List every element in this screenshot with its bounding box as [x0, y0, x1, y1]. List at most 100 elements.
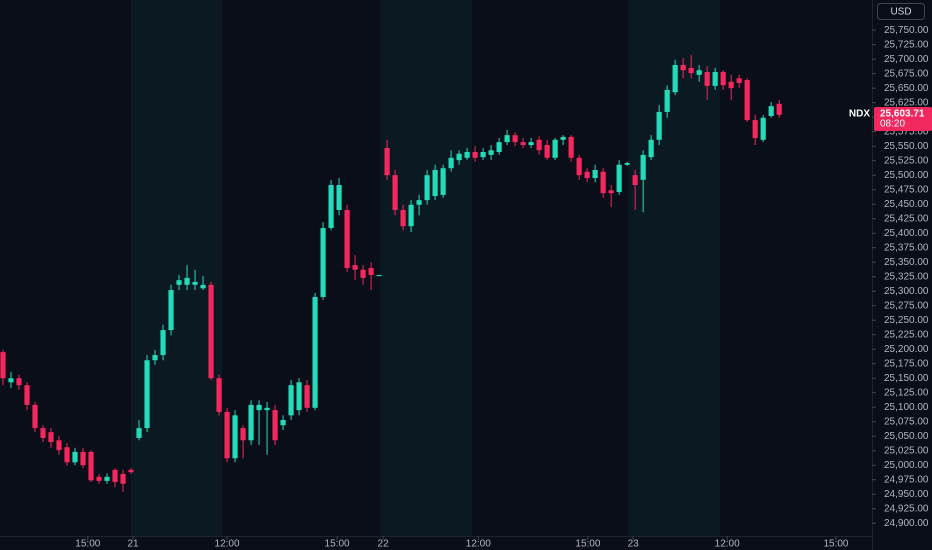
- candle-body: [656, 111, 662, 140]
- candle-body: [504, 135, 510, 143]
- candle-body: [360, 269, 366, 278]
- y-tick-label: 25,525.00: [884, 155, 929, 166]
- x-tick-label: 12:00: [715, 539, 740, 550]
- y-tick-label: 25,200.00: [884, 344, 929, 355]
- candle-body: [392, 175, 398, 210]
- candle-body: [760, 117, 766, 140]
- y-tick-label: 25,475.00: [884, 184, 929, 195]
- candle-body: [728, 81, 734, 89]
- y-tick-label: 25,675.00: [884, 68, 929, 79]
- candle-body: [408, 204, 414, 227]
- candle-body: [400, 209, 406, 227]
- candle-body: [712, 71, 718, 86]
- candle-body: [704, 71, 710, 86]
- y-tick-label: 25,500.00: [884, 170, 929, 181]
- candle-body: [168, 290, 174, 331]
- candle-body: [424, 175, 430, 201]
- y-tick-label: 25,325.00: [884, 271, 929, 282]
- candle-body: [384, 147, 390, 176]
- last-price-marker: [874, 107, 932, 132]
- candle-body: [624, 163, 630, 165]
- x-tick-label: 15:00: [75, 539, 100, 550]
- candle-body: [224, 411, 230, 459]
- candle-body: [736, 78, 742, 83]
- candle-body: [520, 142, 526, 146]
- candle-body: [216, 378, 222, 412]
- candle-body: [288, 385, 294, 416]
- candle-body: [536, 139, 542, 151]
- candle-body: [256, 404, 262, 411]
- candle-body: [56, 440, 62, 451]
- y-tick-label: 25,275.00: [884, 300, 929, 311]
- candle-body: [576, 157, 582, 176]
- candle-body: [232, 415, 238, 459]
- candle-body: [8, 378, 14, 383]
- candle-body: [528, 142, 534, 146]
- candle-body: [136, 428, 142, 438]
- x-tick-label: 15:00: [325, 539, 350, 550]
- currency-button[interactable]: [877, 3, 925, 20]
- candle-body: [744, 80, 750, 121]
- candle-body: [16, 378, 22, 386]
- candle-body: [112, 469, 118, 483]
- candle-body: [720, 71, 726, 86]
- candle-body: [192, 281, 198, 285]
- candle-body: [64, 447, 70, 463]
- candle-body: [264, 407, 270, 411]
- candle-body: [672, 64, 678, 93]
- y-tick-label: 25,625.00: [884, 97, 929, 108]
- y-tick-label: 25,450.00: [884, 199, 929, 210]
- candle-body: [592, 169, 598, 179]
- x-tick-label: 12:00: [466, 539, 491, 550]
- candle-body: [312, 297, 318, 408]
- candle-body: [584, 171, 590, 179]
- candle-body: [248, 404, 254, 441]
- y-tick-label: 25,100.00: [884, 402, 929, 413]
- candle-body: [648, 139, 654, 158]
- candle-body: [752, 120, 758, 139]
- candle-body: [696, 70, 702, 75]
- candle-body: [144, 360, 150, 429]
- candle-body: [640, 154, 646, 180]
- candle-body: [464, 151, 470, 158]
- candle-body: [416, 200, 422, 205]
- candle-body: [272, 410, 278, 441]
- y-tick-label: 25,075.00: [884, 416, 929, 427]
- candle-body: [472, 151, 478, 158]
- candle-body: [544, 145, 550, 158]
- countdown-label: 08:20: [880, 119, 905, 130]
- candle-body: [480, 151, 486, 158]
- candle-body: [632, 175, 638, 186]
- candle-body: [296, 382, 302, 411]
- y-tick-label: 25,550.00: [884, 141, 929, 152]
- candle-body: [104, 476, 110, 481]
- candle-body: [456, 153, 462, 161]
- candle-body: [304, 385, 310, 408]
- currency-label: USD: [890, 7, 911, 18]
- candle-body: [80, 451, 86, 466]
- symbol-label: NDX: [849, 109, 870, 120]
- y-tick-label: 25,000.00: [884, 460, 929, 471]
- candle-body: [344, 209, 350, 268]
- candle-body: [512, 135, 518, 143]
- y-tick-label: 25,025.00: [884, 445, 929, 456]
- session-shade: [131, 0, 222, 536]
- y-tick-label: 25,125.00: [884, 387, 929, 398]
- y-tick-label: 24,950.00: [884, 489, 929, 500]
- y-tick-label: 25,300.00: [884, 286, 929, 297]
- candle-body: [280, 419, 286, 426]
- candle-body: [40, 428, 46, 438]
- x-tick-label: 21: [127, 539, 139, 550]
- y-tick-label: 25,175.00: [884, 358, 929, 369]
- candle-body: [320, 227, 326, 298]
- x-tick-label: 15:00: [575, 539, 600, 550]
- y-tick-label: 25,650.00: [884, 83, 929, 94]
- y-tick-label: 25,700.00: [884, 54, 929, 65]
- candle-body: [488, 150, 494, 155]
- x-tick-label: 15:00: [823, 539, 848, 550]
- candle-body: [48, 432, 54, 443]
- candle-body: [432, 169, 438, 197]
- candle-body: [240, 428, 246, 441]
